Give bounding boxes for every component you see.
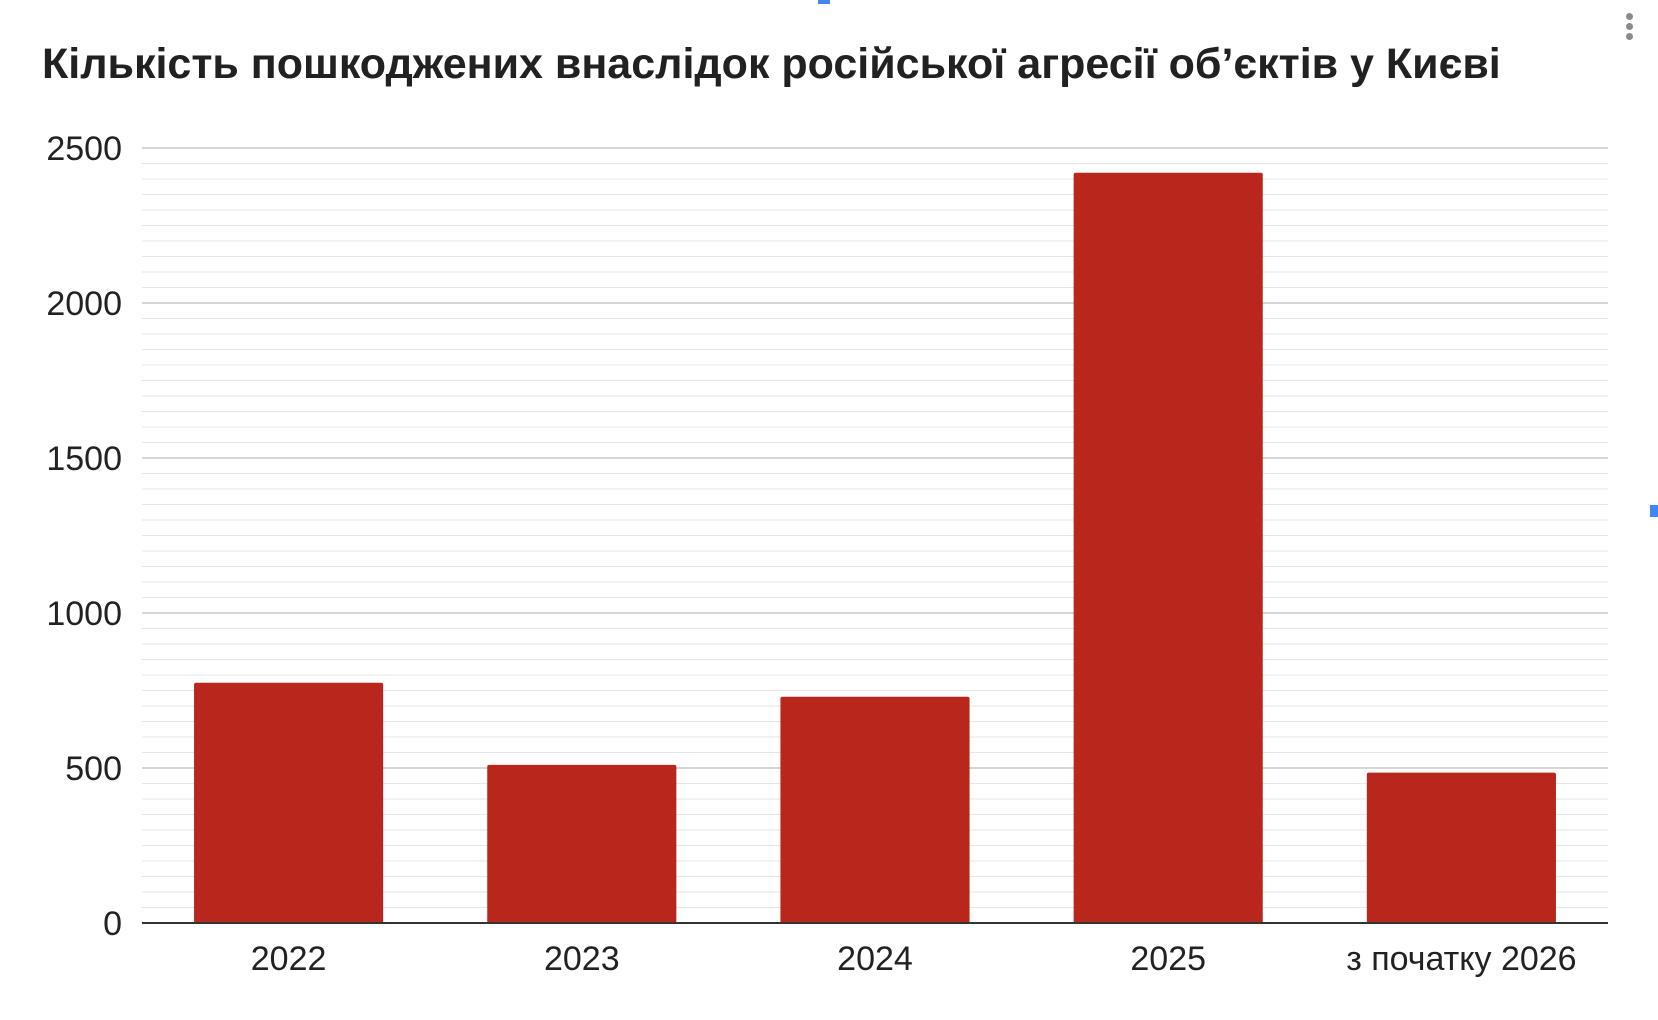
major-gridlines (142, 147, 1608, 769)
more-options-icon[interactable] (1618, 10, 1640, 50)
x-tick-label: 2025 (1130, 940, 1206, 978)
y-tick-label: 2500 (46, 130, 122, 168)
x-tick-label: 2022 (251, 940, 327, 978)
bar-2022 (194, 682, 384, 923)
x-tick-label: 2023 (544, 940, 620, 978)
x-axis-tick-labels: 2022 2023 2024 2025 з початку 2026 (251, 940, 1577, 978)
y-tick-label: 1000 (46, 595, 122, 633)
bar-з-початку-2026 (1366, 772, 1556, 923)
y-tick-label: 500 (65, 750, 122, 788)
x-tick-label: з початку 2026 (1346, 940, 1576, 978)
selection-handle-right[interactable] (1650, 505, 1658, 517)
chart-title: Кількість пошкоджених внаслідок російськ… (42, 40, 1501, 88)
selection-handle-top[interactable] (818, 0, 830, 4)
y-tick-label: 0 (103, 905, 122, 943)
bar-2023 (487, 764, 677, 923)
bars (194, 172, 1556, 924)
y-tick-label: 2000 (46, 285, 122, 323)
bar-2024 (780, 696, 970, 923)
y-tick-label: 1500 (46, 440, 122, 478)
x-tick-label: 2024 (837, 940, 913, 978)
y-axis-tick-labels: 0 500 1000 1500 2000 2500 (46, 130, 122, 943)
bar-2025 (1073, 172, 1263, 924)
